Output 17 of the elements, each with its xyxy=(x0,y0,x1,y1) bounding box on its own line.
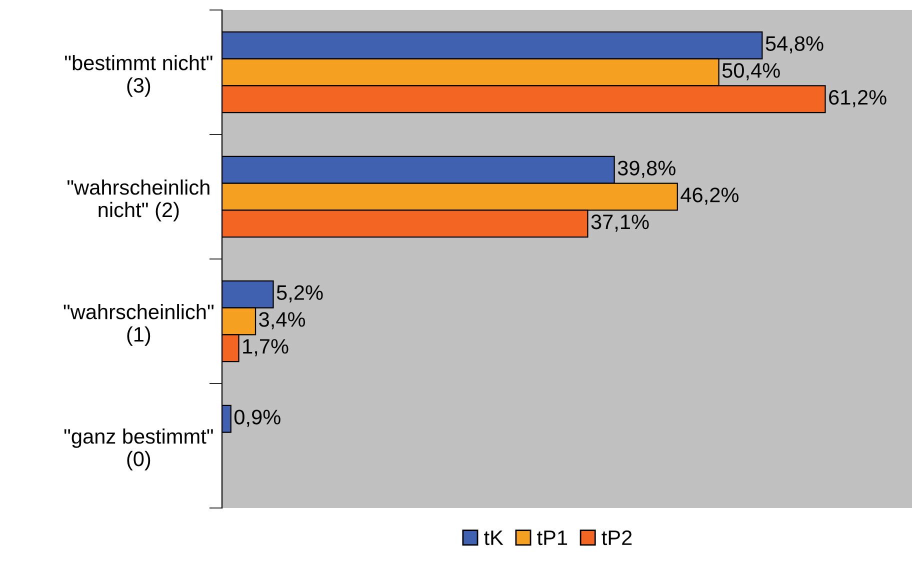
y-tick-label: "ganz bestimmt" (0) xyxy=(64,428,213,470)
data-label: 46,2% xyxy=(680,188,739,205)
data-label: 3,4% xyxy=(259,312,306,330)
y-tick-label: "wahrscheinlich nicht" (2) xyxy=(68,179,210,222)
legend-label: tK xyxy=(484,530,504,546)
data-label: 39,8% xyxy=(618,160,676,178)
legend-label: tP1 xyxy=(537,530,568,546)
data-label: 50,4% xyxy=(722,63,780,80)
data-label: 37,1% xyxy=(591,214,649,232)
data-label: 54,8% xyxy=(766,36,824,54)
data-label: 0,9% xyxy=(234,410,280,427)
data-label: 1,7% xyxy=(243,339,288,356)
y-tick-label: "wahrscheinlich" (1) xyxy=(64,304,214,346)
y-tick-label: "bestimmt nicht" (3) xyxy=(65,54,212,97)
legend-label: tP2 xyxy=(602,530,632,546)
data-label: 5,2% xyxy=(276,285,323,302)
data-label: 61,2% xyxy=(829,90,886,108)
